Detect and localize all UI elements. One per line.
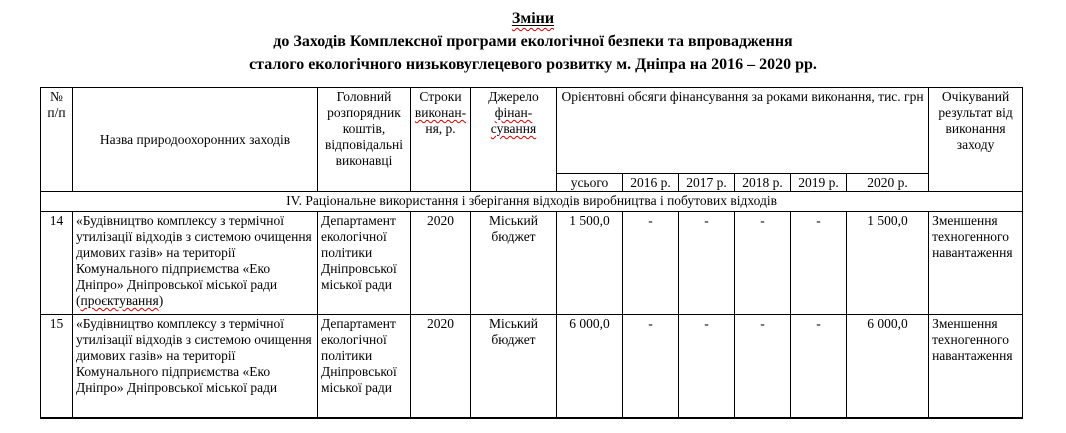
cell-2020: 6 000,0 [845,314,930,418]
cell-manager: Департамент екологічної політики Дніпров… [317,211,411,315]
cell-2019: - [790,314,847,418]
cell-2016: - [622,314,679,418]
cell-source: Міський бюджет [470,211,557,315]
misspelled-word: сування [490,121,537,136]
header-year-2018: 2018 р. [734,173,791,192]
header-manager: Головний розпорядник коштів, відповідаль… [317,87,411,192]
section-header-row: IV. Раціональне використання і зберіганн… [39,191,1024,212]
cell-total: 6 000,0 [556,314,623,418]
header-year-2017: 2017 р. [678,173,735,192]
header-year-2016: 2016 р. [622,173,679,192]
header-term: Строки виконан- ня, р. [410,87,471,192]
measure-name-note: (проєктування) [76,293,164,308]
header-financing-group: Орієнтовні обсяги фінансування за роками… [555,87,930,174]
header-name: Назва природоохоронних заходів [72,87,318,192]
header-source: Джерело фінан- сування [470,87,557,192]
misspelled-word: виконан- [414,105,467,120]
header-year-total: усього [556,173,623,192]
cell-2019: - [790,211,847,315]
title-line-2: до Заходів Комплексної програми екологіч… [273,33,793,50]
header-num: № п/п [40,87,73,192]
table-row-15: 15 «Будівництво комплексу з термічної ут… [40,314,1024,418]
header-year-2020: 2020 р. [845,173,930,192]
cell-name: «Будівництво комплексу з термічної утилі… [72,314,318,418]
header-result: Очікуваний результат від виконання заход… [928,87,1024,192]
cell-source: Міський бюджет [470,314,557,418]
header-year-2019: 2019 р. [790,173,847,192]
cell-2016: - [622,211,679,315]
measure-name-text: «Будівництво комплексу з термічної утилі… [76,316,312,395]
cell-manager: Департамент екологічної політики Дніпров… [317,314,411,418]
cell-2018: - [734,314,791,418]
title-word-underlined: Зміни [511,10,555,27]
cell-2017: - [678,211,735,315]
cell-2018: - [734,211,791,315]
cell-2017: - [678,314,735,418]
misspelled-word: проєктування [80,293,159,308]
cell-result: Зменшення техногенного навантаження [928,314,1024,418]
title-line-3: сталого екологічного низьковуглецевого р… [249,56,817,73]
misspelled-word: фінан- [494,105,533,120]
cell-num: 15 [40,314,73,418]
title-line-1: Зміни [0,7,1066,30]
cell-term: 2020 [410,211,471,315]
table-row-14: 14 «Будівництво комплексу з термічної ут… [40,211,1024,315]
measure-name-text: «Будівництво комплексу з термічної утилі… [76,213,312,292]
cell-term: 2020 [410,314,471,418]
cell-name: «Будівництво комплексу з термічної утилі… [72,211,318,315]
cell-total: 1 500,0 [556,211,623,315]
document-title: Зміни до Заходів Комплексної програми ек… [0,7,1066,76]
changes-table: № п/п Назва природоохоронних заходів Гол… [39,87,1024,419]
cell-num: 14 [40,211,73,315]
cell-result: Зменшення техногенного навантаження [928,211,1024,315]
cell-2020: 1 500,0 [845,211,930,315]
